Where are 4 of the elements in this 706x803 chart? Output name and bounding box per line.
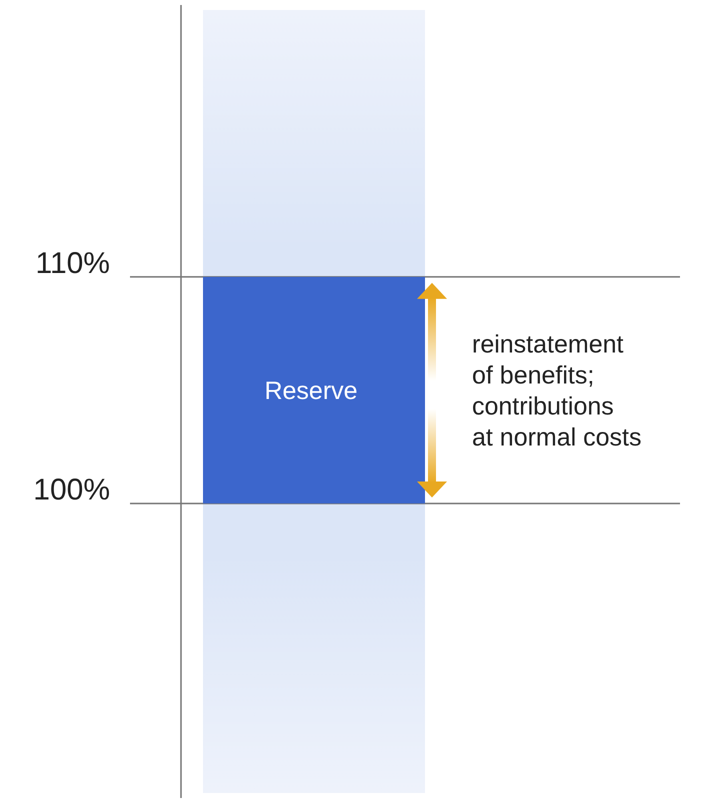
y-tick-label: 100% [33, 473, 110, 506]
annotation: reinstatement of benefits; contributions at normal costs [472, 330, 642, 452]
y-tick-label: 110% [35, 246, 110, 280]
annotation: Reserve [264, 377, 358, 406]
